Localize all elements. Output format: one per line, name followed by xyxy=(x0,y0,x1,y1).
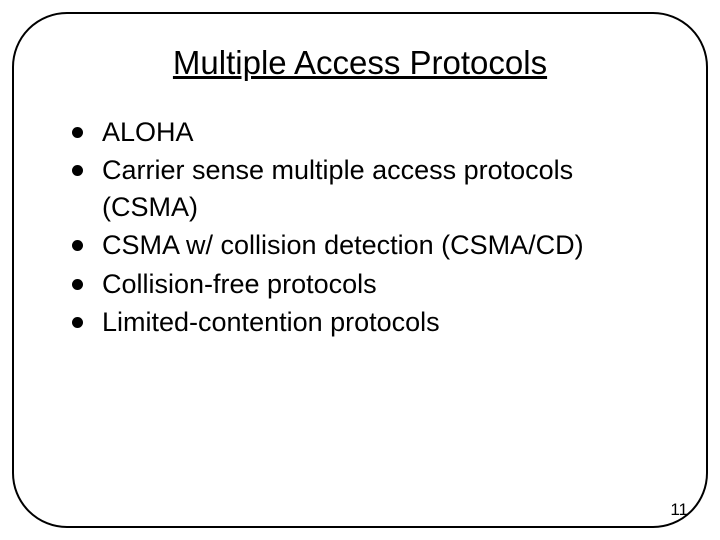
list-item: Limited-contention protocols xyxy=(72,304,656,340)
page-number: 11 xyxy=(670,500,688,520)
list-item: ALOHA xyxy=(72,114,656,150)
list-item: Collision-free protocols xyxy=(72,266,656,302)
slide-title: Multiple Access Protocols xyxy=(64,44,656,82)
list-item: CSMA w/ collision detection (CSMA/CD) xyxy=(72,227,656,263)
slide-frame: Multiple Access Protocols ALOHA Carrier … xyxy=(12,12,708,528)
list-item: Carrier sense multiple access protocols … xyxy=(72,152,656,225)
bullet-list: ALOHA Carrier sense multiple access prot… xyxy=(64,114,656,341)
